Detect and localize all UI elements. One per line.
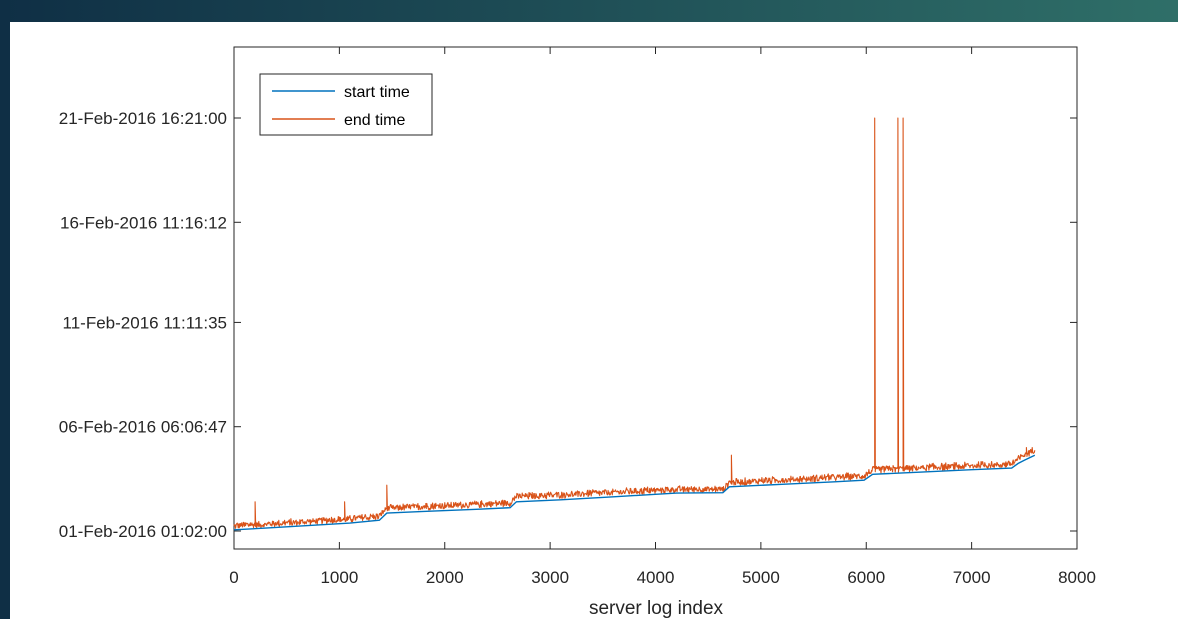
y-tick-label: 06-Feb-2016 06:06:47 bbox=[59, 418, 227, 437]
x-tick-label: 4000 bbox=[637, 568, 675, 587]
x-axis-label: server log index bbox=[589, 598, 724, 619]
y-tick-label: 21-Feb-2016 16:21:00 bbox=[59, 109, 227, 128]
x-tick-label: 0 bbox=[229, 568, 238, 587]
x-tick-label: 3000 bbox=[531, 568, 569, 587]
x-tick-label: 8000 bbox=[1058, 568, 1096, 587]
window-top-band bbox=[0, 0, 1178, 22]
x-tick-label: 1000 bbox=[320, 568, 358, 587]
x-tick-label: 6000 bbox=[847, 568, 885, 587]
window-left-band bbox=[0, 0, 10, 619]
series-line-end-time bbox=[233, 117, 1036, 529]
y-tick-label: 01-Feb-2016 01:02:00 bbox=[59, 522, 227, 541]
legend-label-start-time: start time bbox=[344, 84, 410, 101]
x-tick-label: 5000 bbox=[742, 568, 780, 587]
legend-label-end-time: end time bbox=[344, 112, 405, 129]
x-tick-label: 7000 bbox=[953, 568, 991, 587]
y-tick-label: 16-Feb-2016 11:16:12 bbox=[60, 213, 227, 232]
x-tick-label: 2000 bbox=[426, 568, 464, 587]
legend: start time end time bbox=[259, 73, 433, 136]
legend-box bbox=[259, 73, 433, 136]
series-line-start-time bbox=[233, 454, 1036, 531]
y-tick-label: 11-Feb-2016 11:11:35 bbox=[63, 313, 227, 332]
